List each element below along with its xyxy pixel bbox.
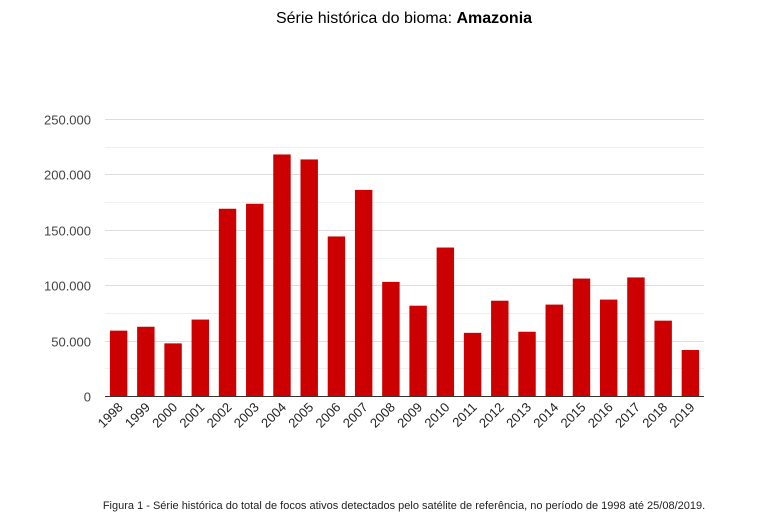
x-tick-label: 2015 [558,400,589,431]
chart-title-biome: Amazonia [456,10,533,27]
bar-2000 [164,343,182,396]
bar-2016 [599,299,618,396]
y-tick-label: 50.000 [51,335,91,350]
x-tick-label: 2004 [258,400,289,431]
y-tick-label: 250.000 [44,113,91,128]
x-tick-label: 2007 [340,400,371,431]
bar-chart: 0 50.000 100.000 150.000 200.000 250.000 19981… [44,113,704,431]
x-tick-label: 2012 [476,400,507,431]
x-tick-label: 1998 [95,400,126,431]
x-tick-label: 2005 [285,400,316,431]
bar-2003 [246,203,264,396]
bar-2005 [300,159,318,396]
x-tick-label: 2000 [149,400,180,431]
bar-2006 [327,236,346,396]
bar-2002 [218,208,237,396]
x-tick-label: 2002 [204,400,235,431]
x-tick-label: 1999 [122,400,153,431]
bar-2004 [273,154,291,396]
x-tick-label: 2006 [312,400,343,431]
x-tick-label: 2016 [585,400,616,431]
bar-2001 [191,319,210,396]
x-tick-label: 2009 [394,400,425,431]
y-tick-label: 100.000 [44,279,91,294]
bar-1998 [109,330,128,396]
bar-2018 [654,320,672,396]
y-tick-label: 200.000 [44,168,91,183]
bar-2019 [681,350,700,396]
chart-title-prefix: Série histórica do bioma: [275,10,457,27]
x-tick-label: 2011 [449,400,479,430]
bar-2015 [572,278,591,396]
x-tick-label: 2010 [421,400,452,431]
bar-1999 [137,326,155,396]
x-tick-label: 2001 [176,400,207,431]
bar-2010 [436,247,455,396]
bar-2012 [491,300,509,396]
x-tick-label: 2017 [612,400,643,431]
figure-caption: Figura 1 - Série histórica do total de f… [102,500,706,512]
x-tick-label: 2008 [367,400,398,431]
chart-title: Série histórica do bioma: Amazonia [0,10,768,28]
bar-2007 [354,189,373,396]
bar-2013 [518,331,536,396]
bar-2014 [545,304,563,396]
x-tick-label: 2019 [666,400,697,431]
bar-2011 [463,332,482,396]
y-tick-label: 150.000 [44,224,91,239]
x-tick-label: 2014 [530,400,561,431]
bar-2017 [627,277,645,396]
bar-2009 [409,305,427,396]
x-tick-label: 2003 [231,400,262,431]
x-tick-label: 2018 [639,400,670,431]
y-tick-label: 0 [84,390,91,405]
bar-2008 [382,281,400,396]
x-tick-label: 2013 [503,400,534,431]
